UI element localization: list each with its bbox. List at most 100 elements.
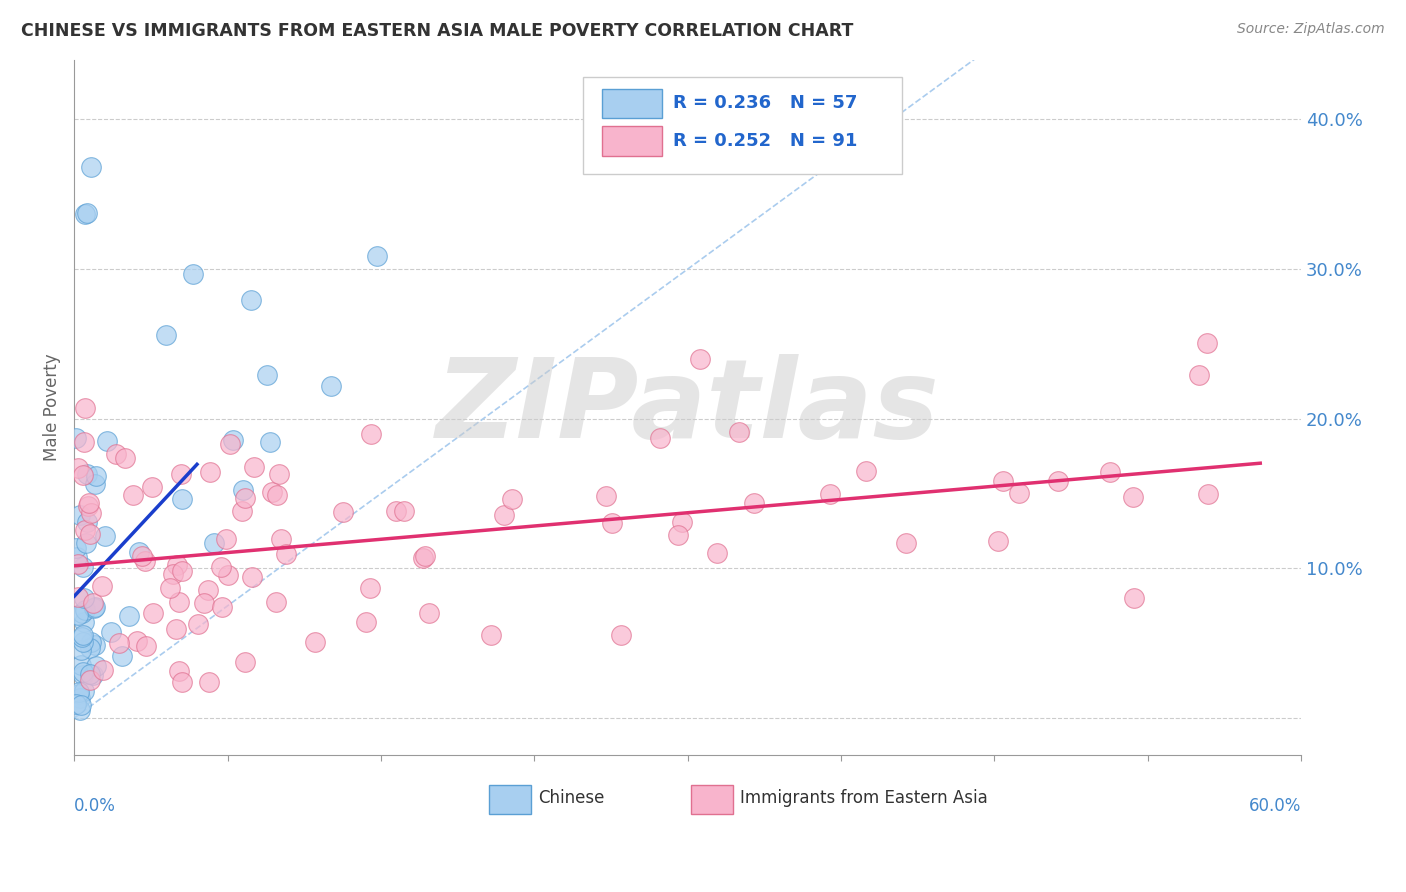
Point (76, 206, 98, 220)
Point (366, 249, 388, 263)
Text: Chinese: Chinese (538, 789, 605, 807)
Point (231, 504, 253, 518)
Point (80, 634, 103, 648)
Point (217, 567, 239, 582)
Point (987, 533, 1010, 548)
Point (72, 628, 94, 642)
FancyBboxPatch shape (583, 77, 903, 175)
Point (855, 464, 877, 478)
Text: Immigrants from Eastern Asia: Immigrants from Eastern Asia (741, 789, 988, 807)
Point (77, 496, 100, 510)
Point (69, 508, 91, 522)
Point (197, 674, 219, 689)
Point (82, 667, 104, 681)
Point (270, 532, 292, 546)
Point (72, 684, 94, 698)
Point (354, 615, 377, 629)
Point (165, 623, 187, 637)
Point (211, 600, 233, 615)
Point (162, 567, 184, 582)
Point (233, 491, 256, 506)
Point (96, 434, 118, 449)
Point (69, 657, 91, 672)
Point (73, 435, 96, 450)
Point (193, 596, 215, 610)
Point (332, 505, 354, 519)
Point (72, 668, 94, 682)
Point (1197, 486, 1219, 500)
Point (269, 467, 291, 482)
Point (79, 640, 101, 655)
Point (67, 687, 90, 701)
Point (187, 617, 209, 632)
Point (72, 635, 94, 649)
Point (818, 487, 841, 501)
Point (243, 459, 266, 474)
Point (159, 582, 181, 596)
Point (155, 327, 177, 342)
Point (413, 549, 436, 563)
Point (671, 515, 693, 529)
Point (896, 536, 918, 550)
Point (170, 564, 193, 578)
Point (104, 447, 127, 461)
Point (215, 532, 238, 546)
Point (360, 427, 382, 442)
Point (259, 435, 281, 450)
Text: 60.0%: 60.0% (1249, 797, 1301, 815)
Point (67, 461, 90, 475)
FancyBboxPatch shape (602, 89, 662, 118)
Point (991, 474, 1014, 488)
Text: Source: ZipAtlas.com: Source: ZipAtlas.com (1237, 22, 1385, 37)
Point (76, 467, 98, 481)
Point (256, 368, 278, 382)
Point (266, 488, 288, 502)
Text: R = 0.236   N = 57: R = 0.236 N = 57 (673, 95, 858, 112)
Point (75, 602, 97, 616)
Point (65, 697, 87, 711)
Point (66, 550, 89, 565)
Point (70, 607, 93, 621)
Point (108, 635, 131, 649)
Point (648, 431, 671, 445)
Point (70, 643, 93, 657)
Point (134, 639, 156, 653)
Point (84, 476, 107, 491)
Point (1122, 490, 1144, 504)
Point (728, 425, 751, 440)
Point (304, 635, 326, 649)
Point (83, 601, 105, 615)
FancyBboxPatch shape (489, 785, 530, 814)
Point (79, 526, 101, 541)
Point (66, 607, 89, 622)
Point (222, 434, 245, 448)
Point (209, 560, 232, 574)
Point (167, 664, 190, 678)
Point (79, 160, 101, 174)
Point (218, 437, 240, 451)
Point (73, 207, 96, 221)
Point (501, 491, 523, 506)
Point (72, 560, 94, 574)
Point (131, 549, 153, 563)
Point (385, 504, 408, 518)
Point (80, 507, 103, 521)
Point (134, 554, 156, 568)
Point (121, 488, 143, 502)
Point (125, 633, 148, 648)
Point (67, 590, 90, 604)
Point (142, 606, 165, 620)
Point (706, 546, 728, 560)
Point (600, 516, 623, 531)
Point (100, 625, 122, 640)
Point (689, 351, 711, 366)
Point (197, 582, 219, 597)
Point (128, 545, 150, 559)
Point (65, 541, 87, 555)
Point (72, 665, 94, 680)
Point (418, 606, 440, 620)
Point (141, 479, 163, 493)
Point (90, 579, 112, 593)
Point (72, 615, 94, 629)
Point (233, 655, 256, 669)
